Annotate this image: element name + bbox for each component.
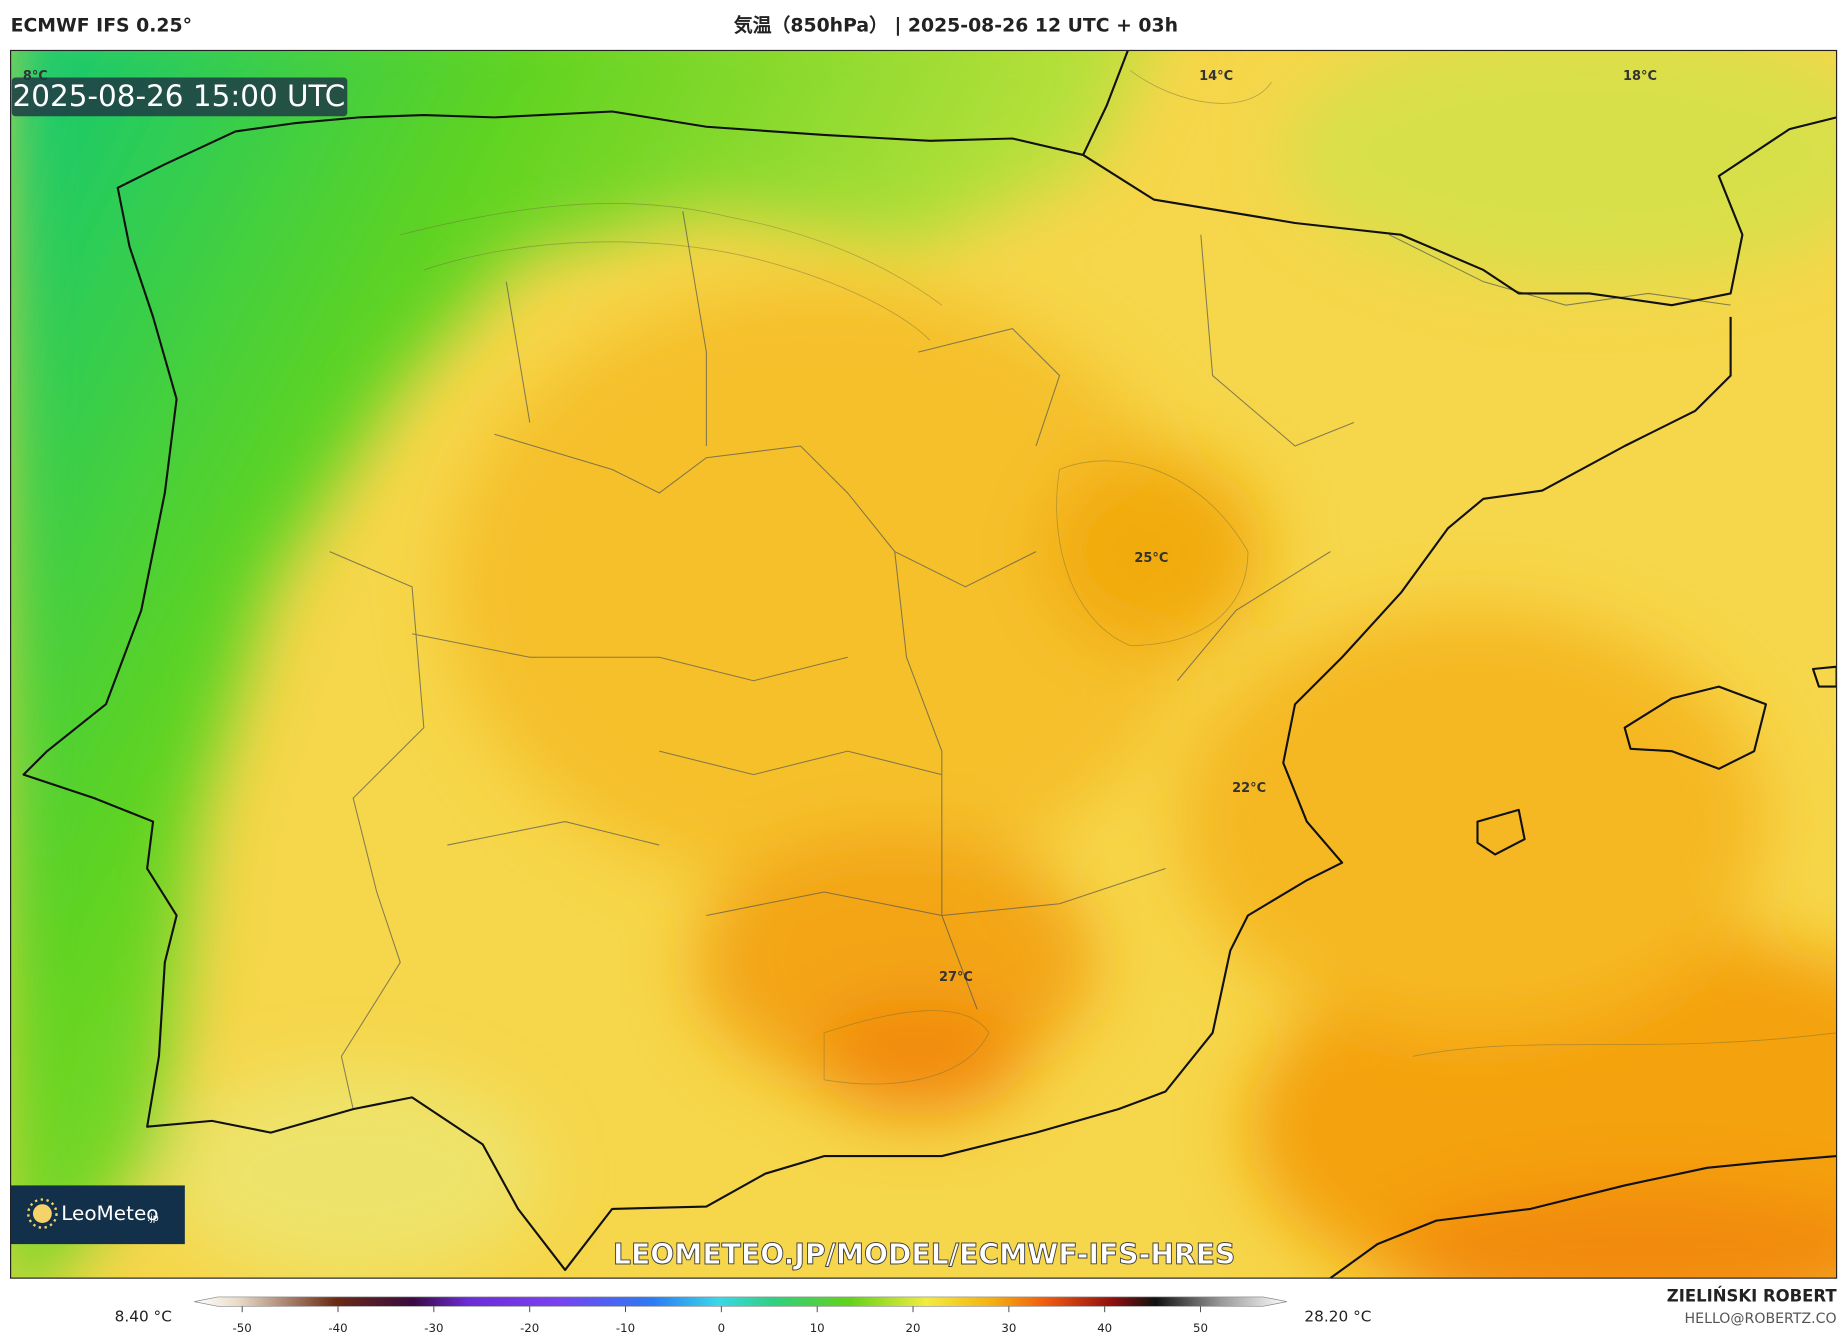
- colorbar-tick-label: -10: [616, 1321, 635, 1335]
- colorbar-max: 28.20 °C: [1304, 1307, 1371, 1325]
- colorbar-tick-label: 10: [810, 1321, 825, 1335]
- map-title: 気温（850hPa） | 2025-08-26 12 UTC + 03h: [734, 13, 1178, 36]
- email: HELLO@ROBERTZ.CO: [1685, 1311, 1837, 1327]
- author: ZIELIŃSKI ROBERT: [1667, 1286, 1838, 1305]
- contour-label: 25°C: [1134, 551, 1168, 566]
- logo-suffix: .jp: [147, 1213, 159, 1224]
- contour-label: 27°C: [939, 970, 973, 985]
- logo-rays: [27, 1198, 58, 1229]
- colorbar-tick-label: 0: [718, 1321, 725, 1335]
- colorbar-tick-label: 40: [1097, 1321, 1112, 1335]
- colorbar-tick-label: 20: [906, 1321, 921, 1335]
- colorbar-min: 8.40 °C: [115, 1307, 172, 1325]
- timestamp: 2025-08-26 15:00 UTC: [13, 79, 346, 113]
- colorbar-tick-label: 30: [1001, 1321, 1016, 1335]
- watermark: LEOMETEO.JP/MODEL/ECMWF-IFS-HRES: [613, 1238, 1235, 1271]
- contour-label: 18°C: [1623, 69, 1657, 84]
- colorbar-tick-label: -30: [424, 1321, 443, 1335]
- colorbar-tick-label: 50: [1193, 1321, 1208, 1335]
- logo-sun: [32, 1204, 52, 1223]
- map-frame: [10, 49, 1838, 1279]
- colorbar-tick-label: -50: [233, 1321, 252, 1335]
- logo-text: LeoMeteo: [61, 1201, 158, 1225]
- model-name: ECMWF IFS 0.25°: [11, 15, 192, 36]
- colorbar: [194, 1296, 1287, 1307]
- contour-label: 14°C: [1199, 69, 1233, 84]
- timestamp-box: [11, 77, 348, 117]
- colorbar-tick-label: -40: [328, 1321, 347, 1335]
- colorbar-tick-label: -20: [520, 1321, 539, 1335]
- contour-label: 22°C: [1232, 781, 1266, 796]
